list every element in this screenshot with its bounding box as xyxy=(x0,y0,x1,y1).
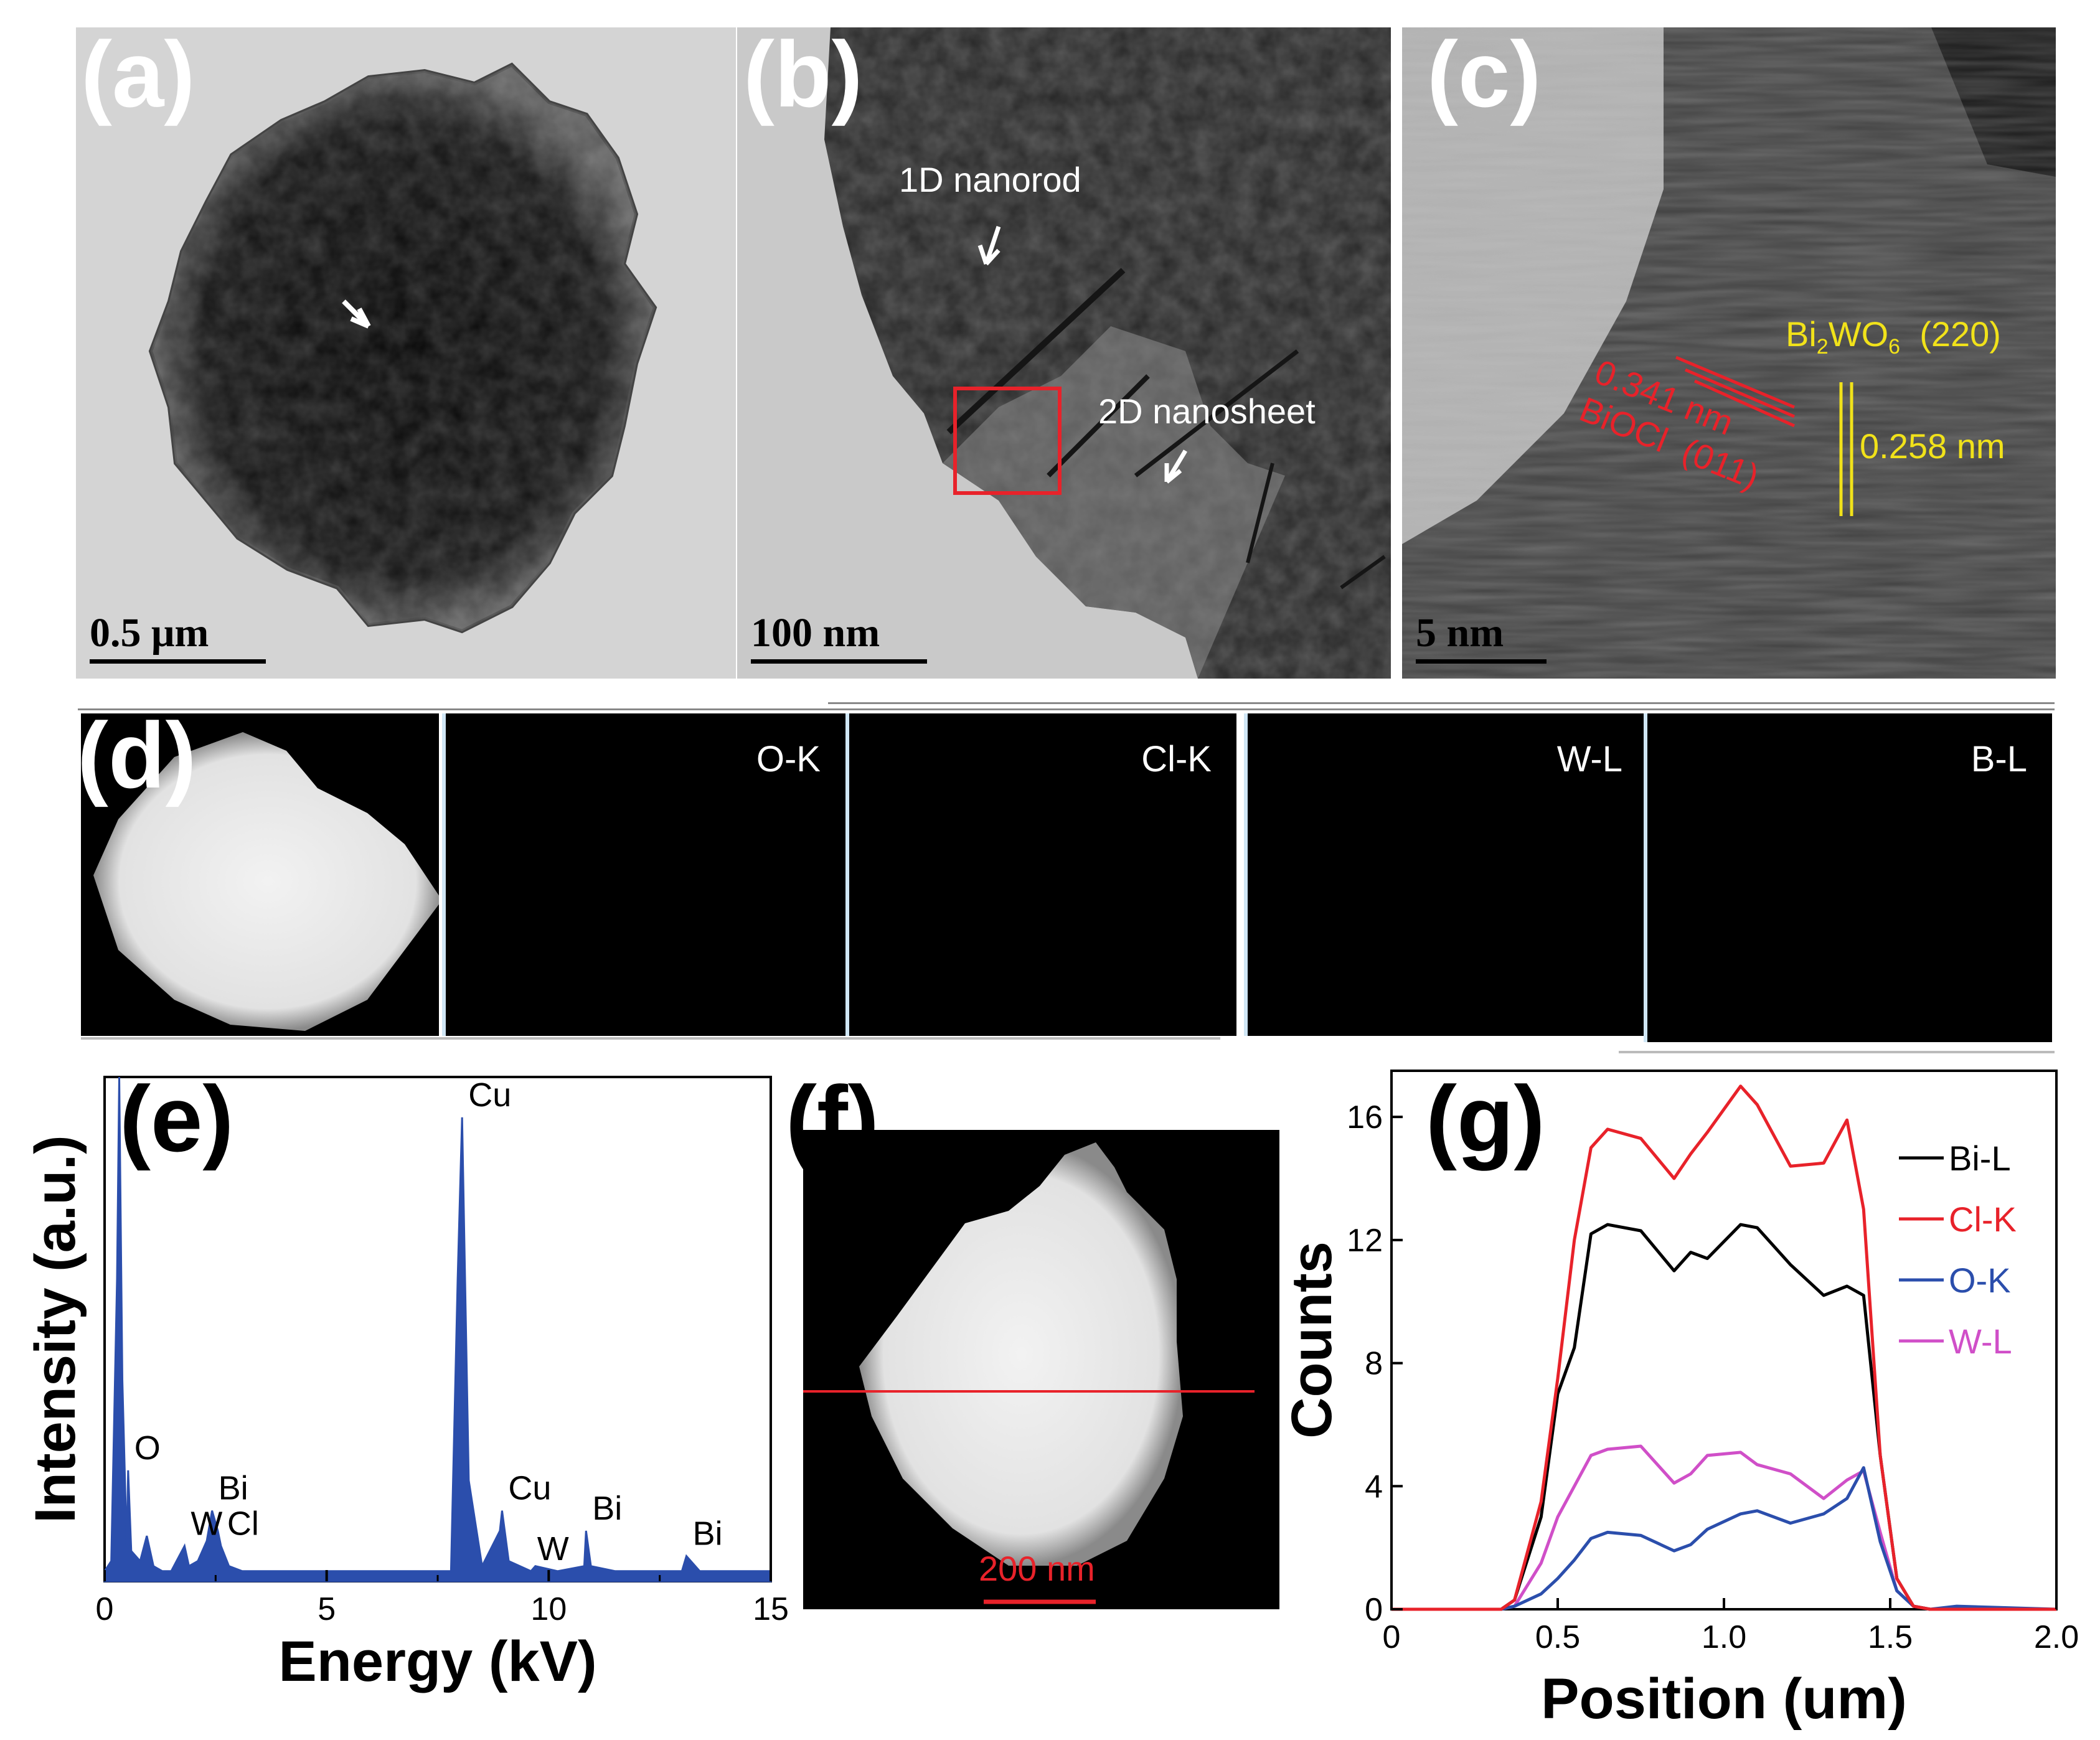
scale-bar: 0.5 μm xyxy=(90,609,276,678)
element-label: B-L xyxy=(1971,739,2027,779)
y-tick-label: 0 xyxy=(1365,1592,1383,1628)
panel-d-haadf-image: (d) xyxy=(81,713,439,1036)
panel-b-tem-image: (b) 1D nanorod 2D nanosheet 100 nm xyxy=(737,27,1391,679)
bi2wo6-spacing: 0.258 nm xyxy=(1860,426,2005,466)
scale-bar-label: 200 nm xyxy=(979,1549,1095,1588)
panel-label: (e) xyxy=(120,1066,234,1171)
peak-label: W xyxy=(191,1505,222,1542)
x-tick-label: 1.5 xyxy=(1868,1619,1913,1655)
y-tick-label: 8 xyxy=(1365,1346,1383,1382)
legend-label: W-L xyxy=(1949,1322,2012,1361)
panel-label: (b) xyxy=(743,27,863,126)
x-tick-label: 10 xyxy=(530,1591,567,1627)
peak-label: Cl xyxy=(227,1505,259,1542)
element-map-cl-k: Cl-K xyxy=(845,713,1236,1036)
panel-label: (g) xyxy=(1426,1066,1545,1171)
y-tick-label: 4 xyxy=(1365,1469,1383,1505)
scale-bar-label: 100 nm xyxy=(751,610,880,656)
element-map-w-l: W-L xyxy=(1244,713,1647,1036)
scale-bar: 5 nm xyxy=(1416,609,1603,678)
peak-label: Bi xyxy=(592,1490,622,1527)
panel-c-hrtem-image: (c) Bi2WO6 (220) 0.258 nm 0.341 nm BiOCl … xyxy=(1402,27,2056,679)
legend-label: Bi-L xyxy=(1949,1139,2011,1178)
selection-box xyxy=(953,387,1062,495)
peak-label: Bi xyxy=(219,1470,248,1507)
peak-label: Cu xyxy=(468,1076,511,1114)
scale-bar: 100 nm xyxy=(751,609,938,678)
panel-label: (c) xyxy=(1427,27,1542,126)
series-eds xyxy=(103,1076,772,1582)
peak-label: W xyxy=(537,1530,569,1568)
peak-label: Cu xyxy=(508,1470,551,1507)
peak-label: Bi xyxy=(692,1515,722,1553)
annotation-2d-nanosheet: 2D nanosheet xyxy=(1098,392,1316,431)
x-tick-label: 2.0 xyxy=(2034,1619,2079,1655)
panel-a-tem-image: (a) 0.5 μm xyxy=(76,27,736,679)
y-tick-label: 16 xyxy=(1347,1099,1383,1136)
x-tick-label: 1.0 xyxy=(1702,1619,1746,1655)
line-scan-chart: 0 0.5 1.0 1.5 2.0 0 4 8 12 16 Position (um) Counts B… xyxy=(1280,1070,2079,1731)
x-tick-label: 0 xyxy=(1383,1619,1401,1655)
panel-label: (d) xyxy=(81,713,197,807)
element-map-o-k: O-K xyxy=(442,713,845,1036)
divider xyxy=(828,702,2055,704)
element-map-b-l: B-L xyxy=(1644,713,2052,1042)
series-o-k xyxy=(1391,1466,2057,1611)
x-axis-label: Position (um) xyxy=(1541,1667,1907,1731)
legend-label: O-K xyxy=(1949,1261,2011,1300)
peak-label: O xyxy=(134,1429,161,1467)
x-tick-label: 5 xyxy=(318,1591,336,1627)
arrow-icon xyxy=(342,299,371,329)
panel-label: (f) xyxy=(786,1066,879,1171)
lattice-image xyxy=(1402,27,2056,679)
scale-bar-label: 0.5 μm xyxy=(90,610,209,656)
panel-label: (a) xyxy=(81,27,195,126)
series-cl-k xyxy=(1391,1084,2056,1611)
series-w-l xyxy=(1391,1444,2056,1611)
element-label: Cl-K xyxy=(1141,739,1212,779)
nanostructure-image xyxy=(737,27,1391,679)
x-tick-label: 0.5 xyxy=(1535,1619,1580,1655)
annotation-1d-nanorod: 1D nanorod xyxy=(899,160,1081,199)
x-tick-label: 15 xyxy=(753,1591,789,1627)
element-label: W-L xyxy=(1556,739,1622,779)
x-axis-label: Energy (kV) xyxy=(278,1630,596,1693)
y-axis-label: Intensity (a.u.) xyxy=(24,1135,87,1523)
arrow-icon xyxy=(977,225,1001,266)
particle-image xyxy=(76,27,736,679)
panel-f-haadf-image: 200 nm xyxy=(803,1130,1279,1609)
y-tick-label: 12 xyxy=(1347,1223,1383,1259)
legend: Bi-L Cl-K O-K W-L xyxy=(1899,1139,2017,1361)
divider xyxy=(1619,1051,2055,1053)
x-tick-label: 0 xyxy=(96,1591,114,1627)
legend-label: Cl-K xyxy=(1949,1200,2017,1239)
scale-bar-label: 5 nm xyxy=(1416,610,1504,656)
divider xyxy=(81,1037,1220,1040)
bi2wo6-label: Bi2WO6 (220) xyxy=(1786,314,2001,359)
element-label: O-K xyxy=(756,739,821,779)
divider xyxy=(78,708,2055,710)
y-axis-label: Counts xyxy=(1280,1241,1344,1439)
arrow-icon xyxy=(1164,449,1188,484)
